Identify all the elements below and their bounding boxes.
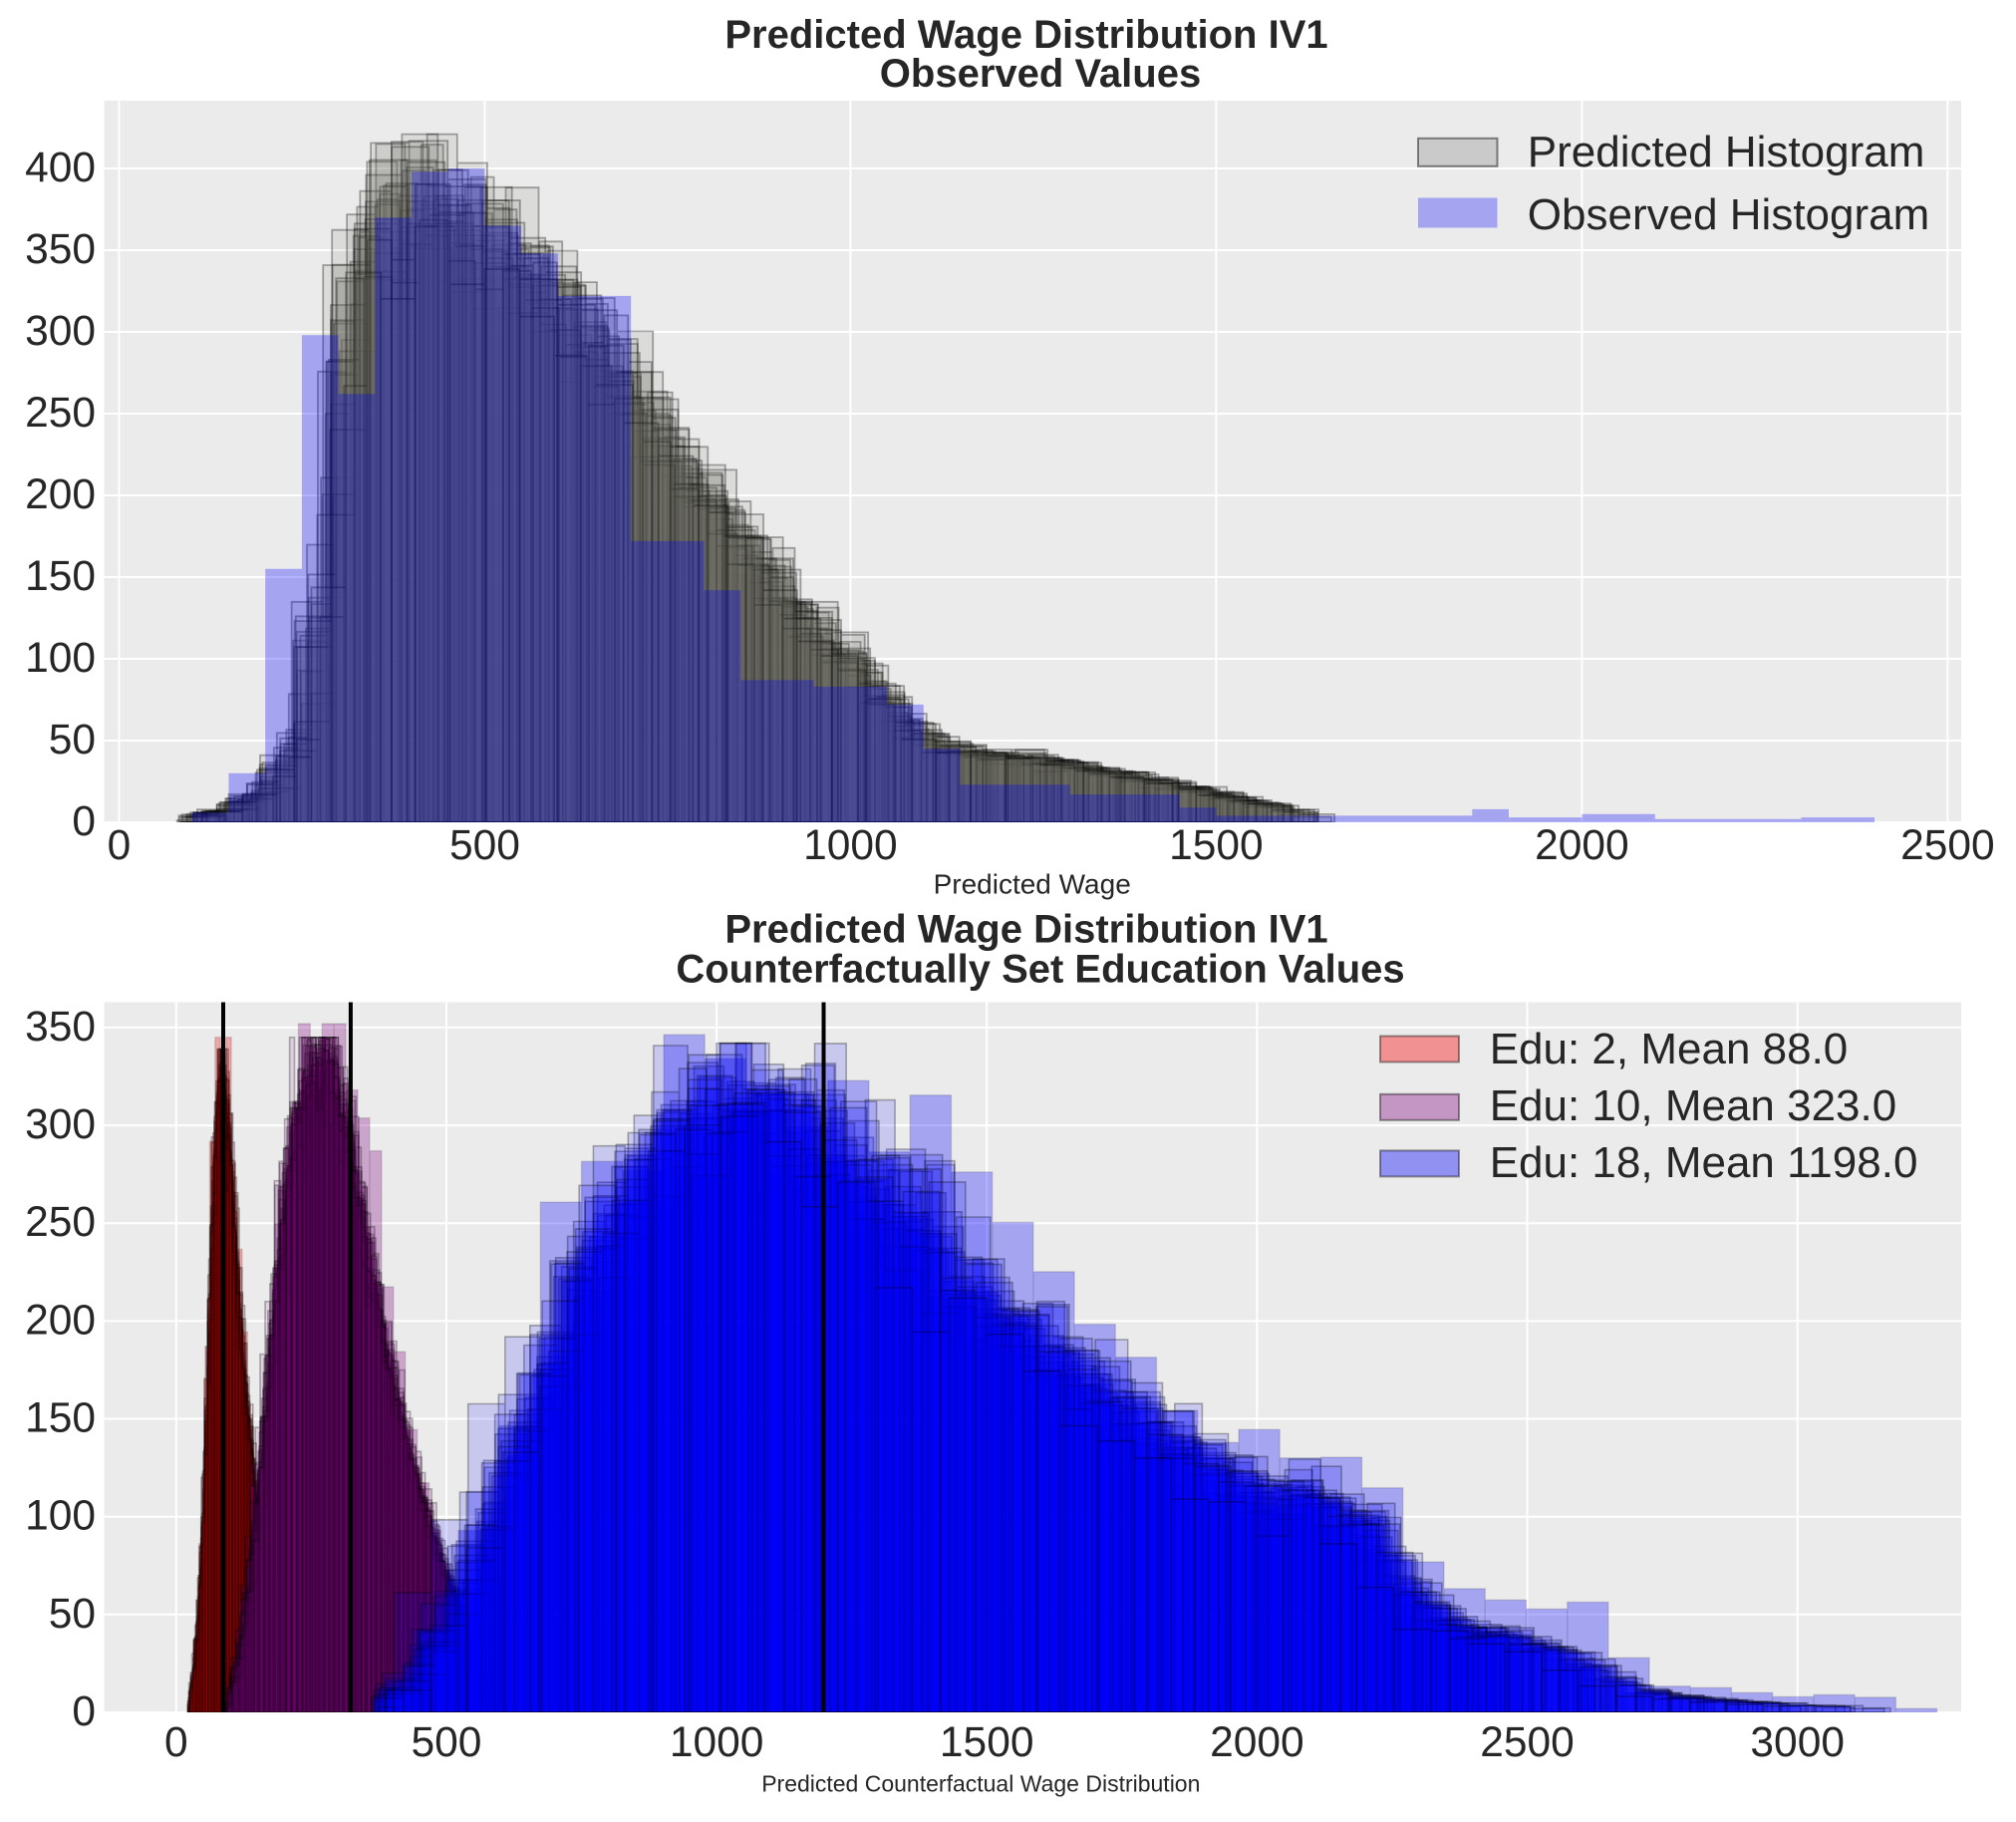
svg-text:Predicted Wage Distribution IV: Predicted Wage Distribution IV1 xyxy=(724,907,1327,951)
svg-text:1000: 1000 xyxy=(670,1719,764,1766)
svg-text:100: 100 xyxy=(25,635,96,682)
svg-text:350: 350 xyxy=(25,1004,96,1051)
svg-text:2500: 2500 xyxy=(1480,1719,1575,1766)
svg-text:200: 200 xyxy=(25,1297,96,1344)
svg-text:1500: 1500 xyxy=(1169,822,1264,869)
svg-text:50: 50 xyxy=(49,717,96,763)
svg-text:Observed Values: Observed Values xyxy=(880,52,1201,96)
svg-text:Predicted Counterfactual Wage: Predicted Counterfactual Wage Distributi… xyxy=(761,1770,1200,1796)
svg-text:2500: 2500 xyxy=(1900,822,1995,869)
svg-text:Observed Histogram: Observed Histogram xyxy=(1528,190,1929,239)
svg-text:Edu: 2, Mean 88.0: Edu: 2, Mean 88.0 xyxy=(1490,1025,1849,1073)
svg-text:100: 100 xyxy=(25,1493,96,1540)
svg-text:3000: 3000 xyxy=(1750,1719,1845,1766)
svg-text:Edu: 10, Mean 323.0: Edu: 10, Mean 323.0 xyxy=(1490,1081,1897,1130)
svg-text:400: 400 xyxy=(25,145,96,191)
svg-text:300: 300 xyxy=(25,308,96,355)
svg-text:0: 0 xyxy=(164,1719,188,1766)
svg-text:1000: 1000 xyxy=(803,822,898,869)
svg-text:Predicted Wage Distribution IV: Predicted Wage Distribution IV1 xyxy=(724,13,1327,57)
svg-text:0: 0 xyxy=(72,798,96,845)
svg-text:50: 50 xyxy=(49,1591,96,1638)
svg-text:300: 300 xyxy=(25,1101,96,1148)
svg-text:0: 0 xyxy=(72,1688,96,1735)
svg-text:Predicted Histogram: Predicted Histogram xyxy=(1528,128,1925,176)
svg-text:2000: 2000 xyxy=(1210,1719,1304,1766)
svg-text:500: 500 xyxy=(411,1719,481,1766)
svg-text:1500: 1500 xyxy=(940,1719,1034,1766)
svg-text:150: 150 xyxy=(25,553,96,600)
svg-text:Counterfactually Set Education: Counterfactually Set Education Values xyxy=(676,947,1404,991)
svg-text:350: 350 xyxy=(25,226,96,273)
svg-text:150: 150 xyxy=(25,1395,96,1442)
svg-text:Edu: 18, Mean 1198.0: Edu: 18, Mean 1198.0 xyxy=(1490,1138,1918,1187)
svg-text:0: 0 xyxy=(108,822,132,869)
svg-text:250: 250 xyxy=(25,390,96,437)
svg-text:250: 250 xyxy=(25,1199,96,1246)
svg-text:500: 500 xyxy=(449,822,520,869)
svg-text:Predicted Wage: Predicted Wage xyxy=(934,869,1131,900)
svg-text:200: 200 xyxy=(25,471,96,518)
svg-text:2000: 2000 xyxy=(1535,822,1629,869)
